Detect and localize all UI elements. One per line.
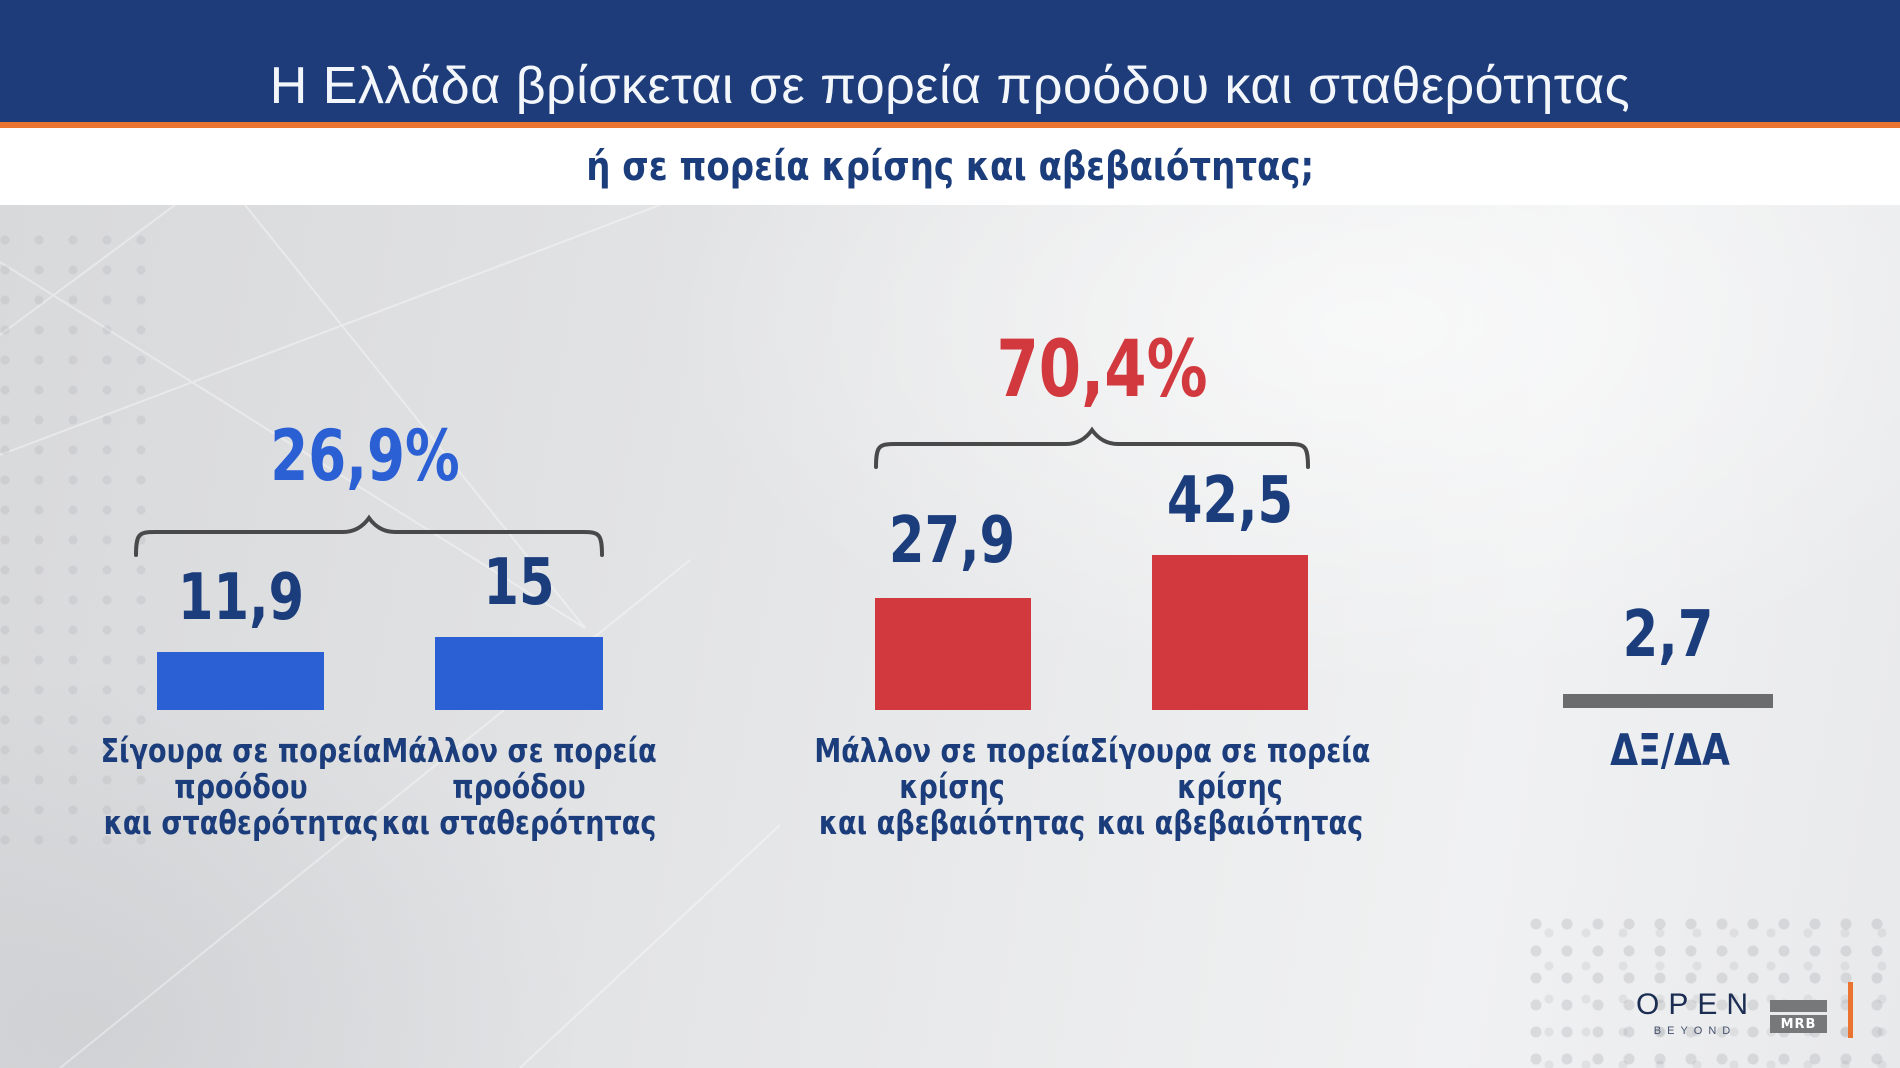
mrb-logo: MRB [1770, 1000, 1827, 1033]
subtitle-band: ή σε πορεία κρίσης και αβεβαιότητας; [0, 128, 1900, 205]
bar-surely-progress [157, 652, 324, 710]
poll-question-subtitle: ή σε πορεία κρίσης και αβεβαιότητας; [586, 143, 1314, 190]
orange-accent-tick [1848, 982, 1853, 1038]
header-accent-line [0, 122, 1900, 128]
group-total-crisis: 70,4% [996, 325, 1208, 415]
open-logo-word: OPEN [1635, 988, 1758, 1021]
value-label-5: 2,7 [1622, 598, 1714, 672]
value-label-2: 15 [483, 546, 555, 620]
brace-crisis-group [874, 426, 1310, 469]
category-label-1: Σίγουρα σε πορεία προόδου και σταθερότητ… [100, 731, 382, 842]
header-bar [0, 0, 1900, 122]
dot-texture-bottom-right [1530, 918, 1900, 1068]
poll-question-title: Η Ελλάδα βρίσκεται σε πορεία προόδου και… [269, 57, 1631, 115]
open-logo: OPEN BEYOND [1622, 988, 1762, 1037]
bar-surely-crisis [1152, 555, 1308, 710]
value-label-4: 42,5 [1166, 464, 1294, 538]
chart-area [0, 205, 1900, 1068]
category-label-2: Μάλλον σε πορεία προόδου και σταθερότητα… [381, 731, 657, 842]
category-label-4: Σίγουρα σε πορεία κρίσης και αβεβαιότητα… [1089, 731, 1371, 842]
bar-rather-crisis [875, 598, 1031, 710]
category-label-dk: ΔΞ/ΔΑ [1610, 725, 1730, 776]
open-logo-tagline: BEYOND [1653, 1025, 1737, 1037]
mrb-logo-bar [1770, 1000, 1827, 1012]
value-label-3: 27,9 [888, 504, 1016, 578]
mrb-logo-text: MRB [1770, 1015, 1827, 1033]
group-total-progress: 26,9% [270, 415, 460, 497]
bar-dont-know [1563, 694, 1773, 708]
brace-progress-group [134, 514, 604, 557]
category-label-3: Μάλλον σε πορεία κρίσης και αβεβαιότητας [814, 731, 1090, 842]
bar-rather-progress [435, 637, 603, 710]
value-label-1: 11,9 [177, 561, 305, 635]
dot-texture-left [0, 235, 150, 855]
